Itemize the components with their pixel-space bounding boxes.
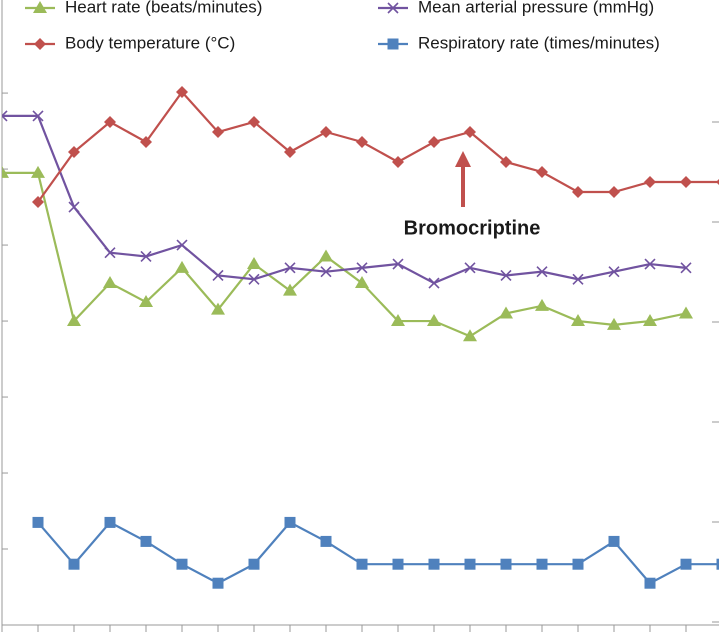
marker bbox=[608, 186, 620, 198]
marker bbox=[572, 186, 584, 198]
marker bbox=[392, 156, 404, 168]
marker bbox=[32, 516, 44, 528]
series-line bbox=[37, 521, 719, 585]
marker bbox=[176, 558, 188, 570]
marker bbox=[644, 577, 656, 589]
marker bbox=[212, 269, 224, 282]
annotation: Bromocriptine bbox=[404, 217, 541, 239]
marker bbox=[104, 116, 116, 128]
marker bbox=[68, 146, 80, 158]
marker bbox=[500, 558, 512, 570]
marker bbox=[32, 110, 44, 122]
marker bbox=[212, 126, 224, 138]
marker bbox=[319, 249, 333, 262]
marker bbox=[32, 196, 44, 208]
marker bbox=[67, 314, 81, 327]
legend-label: Heart rate (beats/minutes) bbox=[65, 0, 262, 16]
marker bbox=[536, 558, 548, 570]
marker bbox=[464, 262, 476, 274]
marker bbox=[535, 298, 549, 311]
marker bbox=[607, 317, 621, 330]
marker bbox=[463, 329, 477, 342]
marker bbox=[428, 136, 440, 148]
marker bbox=[248, 273, 260, 285]
legend: Heart rate (beats/minutes) Mean arterial … bbox=[25, 0, 660, 52]
marker bbox=[320, 535, 332, 547]
marker bbox=[608, 535, 620, 547]
annotation-arrowhead bbox=[455, 151, 471, 167]
marker bbox=[31, 165, 45, 178]
marker bbox=[248, 116, 260, 128]
marker bbox=[536, 266, 548, 278]
marker bbox=[68, 201, 80, 213]
marker bbox=[387, 2, 399, 14]
marker bbox=[212, 577, 224, 589]
marker bbox=[140, 250, 152, 263]
marker bbox=[392, 558, 404, 570]
marker bbox=[387, 38, 399, 50]
legend-label: Respiratory rate (times/minutes) bbox=[418, 33, 660, 52]
marker bbox=[608, 266, 620, 278]
marker bbox=[536, 166, 548, 178]
marker bbox=[175, 260, 189, 273]
marker bbox=[428, 558, 440, 570]
marker bbox=[679, 306, 693, 319]
marker bbox=[211, 302, 225, 315]
marker bbox=[680, 558, 692, 570]
legend-label: Mean arterial pressure (mmHg) bbox=[418, 0, 654, 16]
marker bbox=[464, 558, 476, 570]
marker bbox=[500, 156, 512, 168]
marker bbox=[356, 136, 368, 148]
marker bbox=[716, 179, 719, 185]
marker bbox=[68, 558, 80, 570]
series-line bbox=[37, 90, 719, 203]
legend-label: Body temperature (°C) bbox=[65, 33, 235, 52]
series-line bbox=[2, 114, 687, 285]
marker bbox=[284, 516, 296, 528]
marker bbox=[320, 126, 332, 138]
marker bbox=[33, 1, 47, 13]
marker bbox=[356, 558, 368, 570]
marker bbox=[176, 239, 188, 251]
marker bbox=[499, 306, 513, 319]
marker bbox=[284, 146, 296, 158]
marker bbox=[248, 558, 260, 570]
marker bbox=[356, 262, 368, 274]
marker bbox=[572, 273, 584, 285]
marker bbox=[716, 558, 719, 570]
marker bbox=[2, 165, 9, 178]
marker bbox=[247, 257, 261, 270]
marker bbox=[643, 314, 657, 327]
marker bbox=[320, 266, 332, 278]
marker bbox=[140, 535, 152, 547]
marker bbox=[391, 314, 405, 327]
marker bbox=[572, 558, 584, 570]
marker bbox=[500, 269, 512, 282]
marker bbox=[644, 258, 656, 270]
marker bbox=[427, 314, 441, 327]
marker bbox=[355, 276, 369, 289]
marker bbox=[680, 262, 692, 274]
marker bbox=[644, 176, 656, 188]
marker bbox=[464, 126, 476, 138]
marker bbox=[284, 262, 296, 274]
plot-area bbox=[2, 86, 719, 589]
marker bbox=[392, 258, 404, 270]
marker bbox=[104, 516, 116, 528]
marker bbox=[34, 38, 46, 50]
marker bbox=[140, 136, 152, 148]
marker bbox=[428, 277, 440, 289]
marker bbox=[2, 110, 8, 122]
marker bbox=[571, 314, 585, 327]
series-line bbox=[2, 171, 687, 338]
marker bbox=[139, 295, 153, 308]
marker bbox=[176, 86, 188, 98]
marker bbox=[103, 276, 117, 289]
marker bbox=[283, 283, 297, 296]
marker bbox=[680, 176, 692, 188]
marker bbox=[104, 247, 116, 259]
